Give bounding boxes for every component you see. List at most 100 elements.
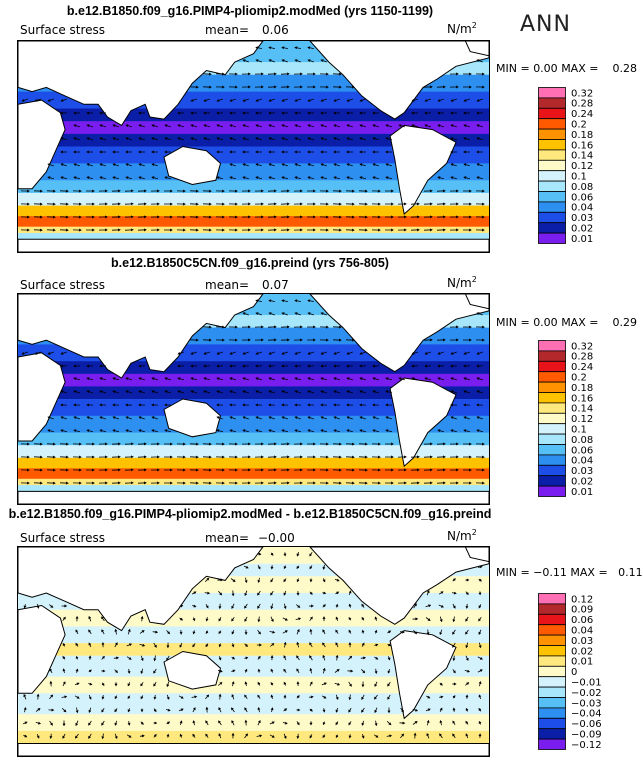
vector-arrow xyxy=(400,733,405,739)
vector-arrow xyxy=(309,551,313,557)
vector-arrow xyxy=(203,351,210,355)
vector-arrow xyxy=(98,468,108,472)
vector-arrow xyxy=(283,733,287,739)
vector-arrow xyxy=(410,202,420,206)
vector-arrow xyxy=(231,603,235,609)
vector-arrow xyxy=(463,364,471,368)
vector-arrow xyxy=(333,150,340,154)
vector-arrow xyxy=(73,364,81,368)
vector-arrow xyxy=(151,124,159,128)
vector-arrow xyxy=(335,616,339,621)
vector-arrow xyxy=(192,733,196,738)
vector-arrow xyxy=(322,708,326,713)
vector-arrow xyxy=(257,552,262,556)
vector-arrow xyxy=(426,629,430,636)
vector-arrow xyxy=(309,708,313,712)
vector-arrow xyxy=(412,721,418,725)
vector-arrow xyxy=(476,163,483,167)
vector-arrow xyxy=(140,655,144,662)
vector-arrow xyxy=(138,416,145,420)
vector-arrow xyxy=(215,455,225,459)
vector-arrow xyxy=(88,642,92,648)
vector-arrow xyxy=(307,137,315,141)
vector-arrow xyxy=(374,681,378,687)
vector-arrow xyxy=(359,98,366,102)
vector-arrow xyxy=(412,708,419,712)
colorbar-swatch xyxy=(538,412,566,425)
vector-arrow xyxy=(333,163,340,167)
colorbar-label: 0.16 xyxy=(571,393,593,404)
vector-arrow xyxy=(202,442,212,446)
vector-arrow xyxy=(478,578,482,582)
colorbar-label: 0.12 xyxy=(571,594,593,605)
vector-arrow xyxy=(99,150,106,154)
vector-arrow xyxy=(296,628,300,635)
vector-arrow xyxy=(190,351,197,355)
vector-arrow xyxy=(111,189,121,193)
vector-arrow xyxy=(346,403,354,407)
vector-arrow xyxy=(463,111,471,115)
colorbar-swatch xyxy=(538,128,566,140)
vector-arrow xyxy=(205,694,210,700)
vector-arrow xyxy=(449,85,459,89)
field-band xyxy=(18,457,489,469)
vector-arrow xyxy=(476,416,483,420)
vector-arrow xyxy=(293,468,303,472)
vector-arrow xyxy=(385,390,393,394)
vector-arrow xyxy=(335,734,339,739)
vector-arrow xyxy=(150,481,160,485)
vector-arrow xyxy=(33,202,43,206)
vector-arrow xyxy=(319,455,329,459)
vector-arrow xyxy=(86,202,95,206)
vector-arrow xyxy=(86,111,94,115)
vector-arrow xyxy=(307,98,314,102)
vector-arrow xyxy=(463,468,472,472)
vector-arrow xyxy=(99,124,107,128)
vector-arrow xyxy=(218,630,222,635)
vector-arrow xyxy=(228,338,238,342)
vector-arrow xyxy=(476,377,484,381)
vector-arrow xyxy=(345,228,355,232)
vector-arrow xyxy=(127,682,131,687)
vector-arrow xyxy=(449,228,459,232)
vector-arrow xyxy=(215,338,225,342)
vector-arrow xyxy=(72,455,82,459)
vector-arrow xyxy=(371,228,381,232)
vector-arrow xyxy=(111,442,121,446)
vector-arrow xyxy=(333,98,340,102)
vector-arrow xyxy=(125,390,133,394)
vector-arrow xyxy=(254,228,264,232)
panel-3-units: N/m2 xyxy=(447,528,477,543)
vector-arrow xyxy=(307,46,314,50)
vector-arrow xyxy=(241,202,251,206)
vector-arrow xyxy=(436,85,446,89)
vector-arrow xyxy=(452,642,456,648)
vector-arrow xyxy=(449,481,459,485)
vector-arrow xyxy=(399,721,406,725)
vector-arrow xyxy=(293,72,303,76)
vector-arrow xyxy=(333,137,341,141)
vector-arrow xyxy=(138,163,145,167)
vector-arrow xyxy=(244,603,248,609)
panel-3-colorbar: 0.12 0.09 0.06 0.04 0.03 0.02 0.01 0 −0.01 −0.02−… xyxy=(538,593,638,751)
vector-arrow xyxy=(281,377,289,381)
vector-arrow xyxy=(137,202,147,206)
vector-arrow xyxy=(49,680,53,687)
vector-arrow xyxy=(348,617,352,621)
vector-arrow xyxy=(139,630,145,634)
vector-arrow xyxy=(426,719,430,726)
vector-arrow xyxy=(49,720,53,726)
vector-arrow xyxy=(371,468,381,472)
field-band xyxy=(18,192,489,207)
vector-arrow xyxy=(215,85,225,89)
vector-arrow xyxy=(88,733,92,739)
vector-arrow xyxy=(164,137,172,141)
vector-arrow xyxy=(228,72,238,76)
vector-arrow xyxy=(307,481,316,485)
vector-arrow xyxy=(127,695,131,699)
vector-arrow xyxy=(72,215,82,219)
vector-arrow xyxy=(269,721,275,725)
panel-3-title: b.e12.B1850.f09_g16.PIMP4-pliomip2.modMe… xyxy=(8,507,492,521)
vector-arrow xyxy=(450,364,458,368)
panel-1-max-label: MAX = xyxy=(561,62,599,75)
